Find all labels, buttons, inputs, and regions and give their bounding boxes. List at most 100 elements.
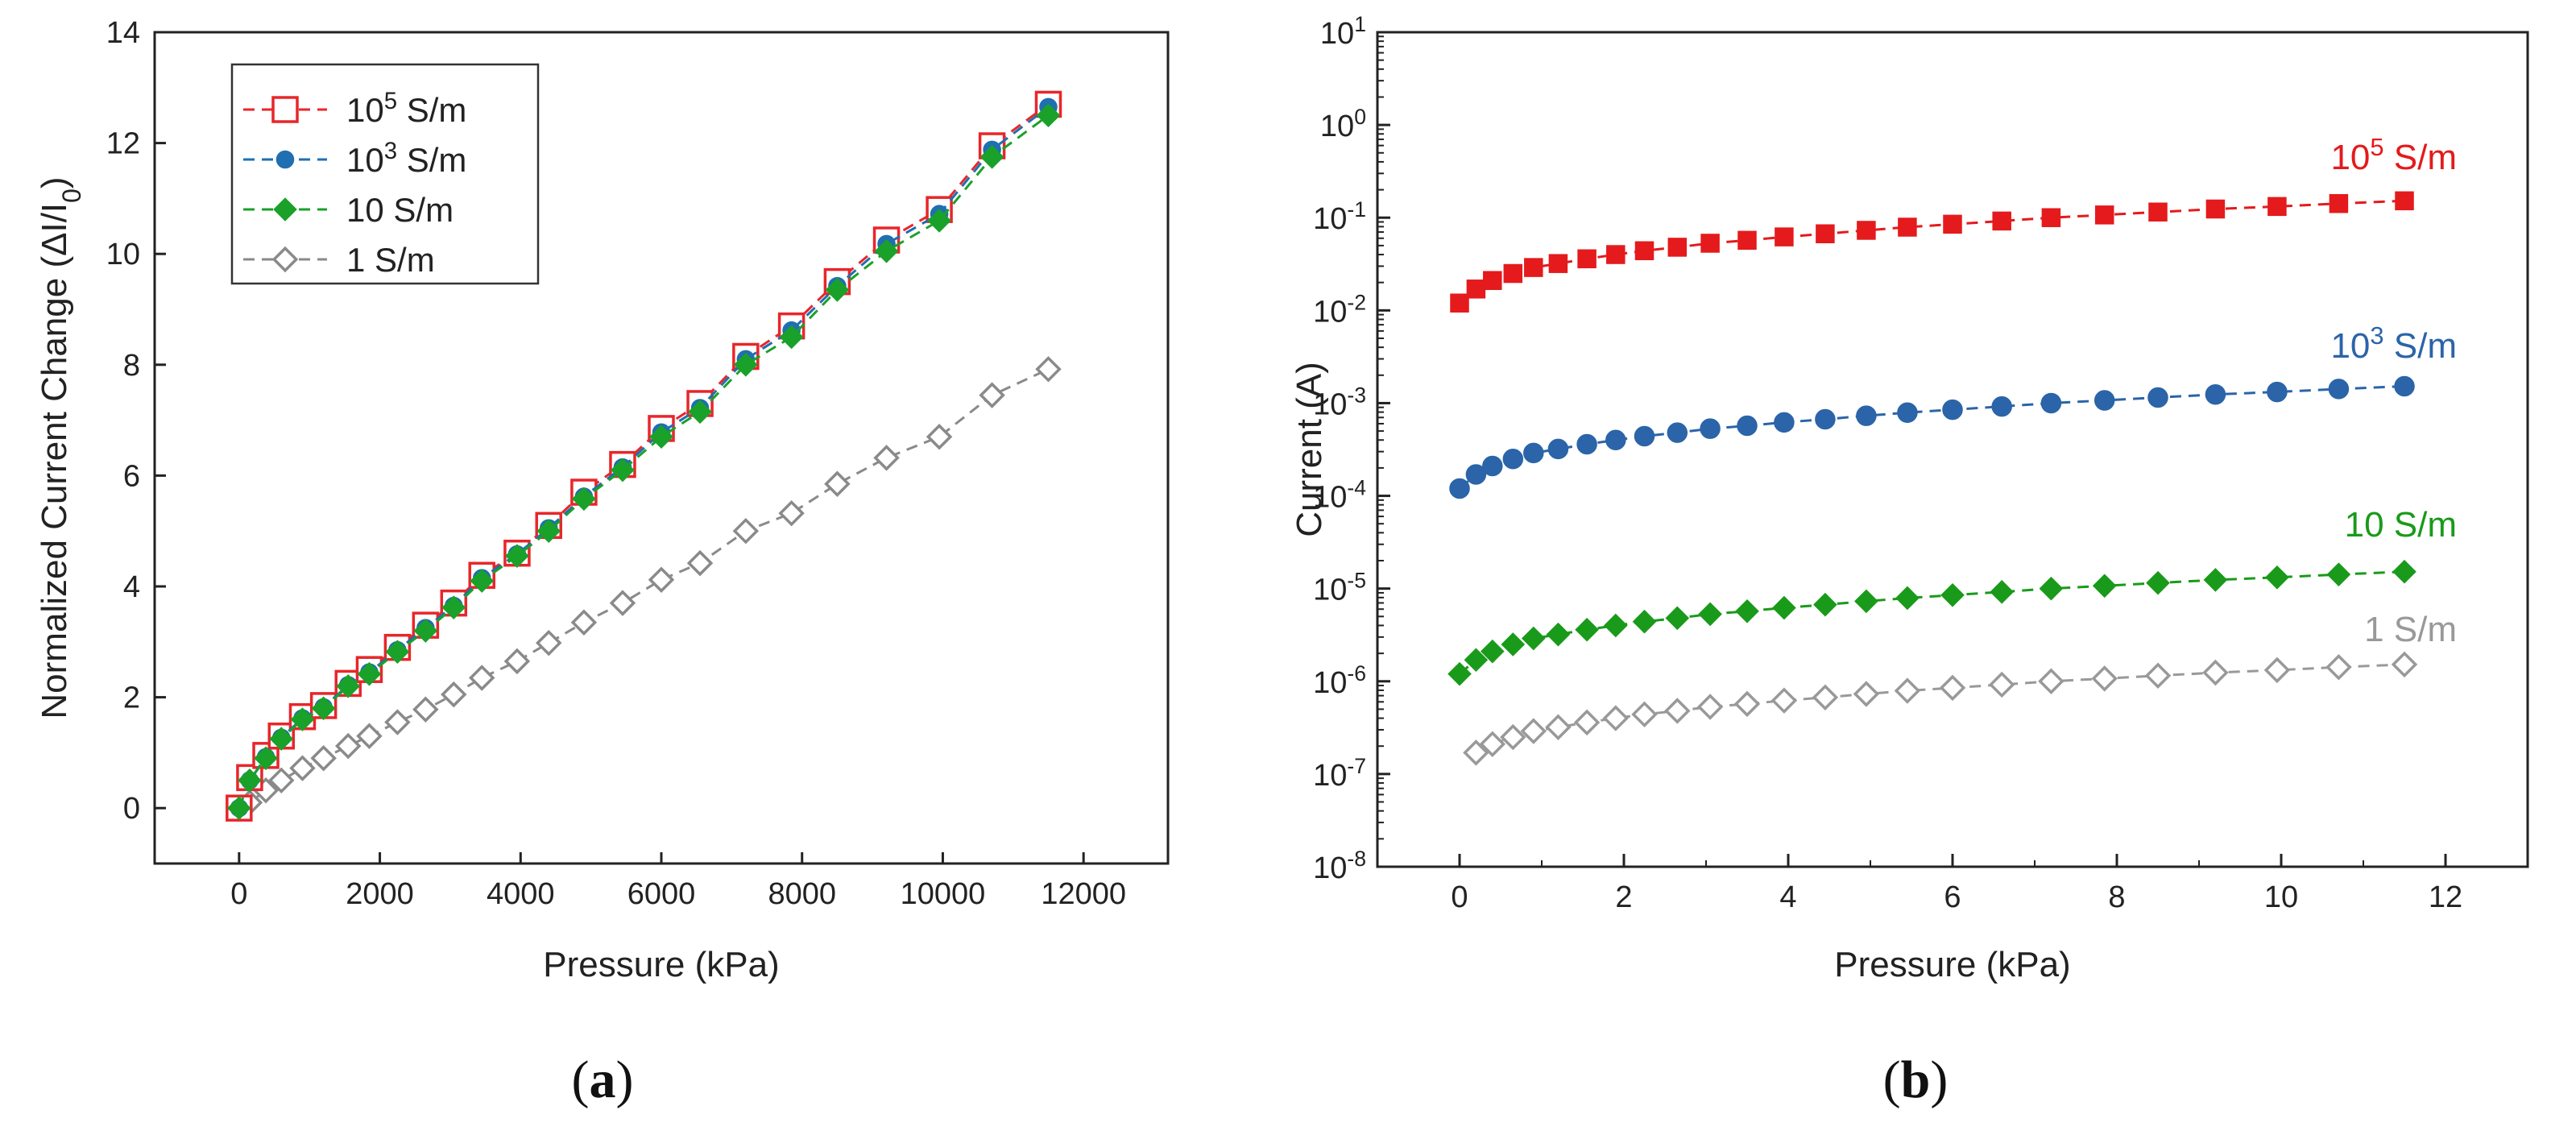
data-point	[1895, 586, 1920, 611]
data-point	[1813, 592, 1837, 617]
data-point	[2205, 383, 2226, 405]
data-point	[2329, 193, 2349, 213]
data-point	[356, 723, 383, 749]
data-point	[2395, 191, 2414, 211]
data-point	[1546, 622, 1571, 647]
data-point	[1990, 580, 2015, 604]
series-1	[1449, 375, 2415, 499]
data-point	[1737, 230, 1757, 251]
data-point	[1942, 399, 1963, 420]
data-point	[2041, 208, 2061, 227]
data-point	[1988, 671, 2015, 698]
panel-b-y-axis: 10-8 10-7 10-6 10-5 10-4 10-3 10-2 10-1 100 101	[1313, 12, 1390, 885]
panel-b-y-axis-title: Current (A)	[1290, 362, 1329, 537]
panel-a-x-axis: 0 2000 4000 6000 8000 10000 12000	[230, 852, 1126, 911]
x-tick-label: 2	[1615, 880, 1632, 914]
data-point	[2392, 559, 2417, 584]
data-point	[1698, 602, 1722, 627]
data-point	[1577, 249, 1597, 269]
data-point	[238, 768, 262, 793]
data-point	[2038, 668, 2065, 695]
data-point	[1463, 739, 1489, 766]
panel-a-y-axis-title-close: )	[35, 176, 74, 188]
data-point	[268, 767, 295, 794]
data-point	[2394, 375, 2415, 397]
data-point	[1502, 448, 1524, 470]
data-point	[1603, 613, 1628, 638]
data-point	[1735, 598, 1759, 623]
panel-b-x-axis: 0 2 4 6 8 10 12	[1377, 854, 2528, 914]
data-point	[310, 745, 337, 772]
data-point	[570, 609, 598, 636]
data-point	[289, 755, 316, 781]
panel-a-y-axis-title-main: Normalized Current Change (ΔI/I	[35, 203, 74, 719]
data-point	[2094, 205, 2114, 225]
panel-b-series	[1447, 191, 2418, 766]
data-point	[2265, 565, 2289, 590]
data-point	[825, 278, 850, 302]
data-point	[1992, 211, 2011, 231]
data-point	[1575, 617, 1599, 642]
series-3	[1463, 651, 2418, 766]
data-point	[1605, 429, 1626, 451]
data-point	[1696, 694, 1724, 720]
data-point	[2148, 202, 2168, 222]
data-point	[1634, 425, 1655, 447]
data-point	[1548, 254, 1568, 273]
data-point	[1464, 648, 1489, 673]
panel-b-x-axis-title: Pressure (kPa)	[1834, 945, 2070, 984]
data-point	[1035, 356, 1062, 383]
data-point	[290, 707, 315, 731]
data-point	[1466, 280, 1486, 299]
data-point	[1545, 714, 1572, 740]
data-point	[732, 517, 760, 545]
panel-a-caption: (a)	[572, 1050, 634, 1109]
data-point	[688, 400, 712, 425]
data-point	[1898, 217, 1917, 237]
data-point	[2202, 659, 2229, 686]
y-tick-label: 8	[123, 349, 140, 383]
legend-entry: 1 S/m	[243, 241, 435, 279]
legend-marker	[271, 246, 299, 273]
data-point	[649, 425, 673, 449]
x-tick-label: 6000	[627, 877, 696, 911]
y-tick-label: 4	[123, 570, 140, 604]
data-point	[1631, 701, 1658, 728]
series-label: 103 S/m	[2330, 321, 2457, 367]
data-point	[1482, 455, 1503, 477]
data-point	[1479, 731, 1506, 758]
panel-a-series	[226, 90, 1062, 822]
y-tick-label: 10-4	[1313, 476, 1366, 515]
data-point	[357, 661, 382, 686]
x-tick-label: 2000	[346, 877, 414, 911]
panel-a-x-axis-title: Pressure (kPa)	[543, 945, 779, 984]
legend-marker	[271, 96, 299, 123]
data-point	[1854, 589, 1878, 614]
data-point	[1483, 271, 1502, 290]
data-point	[535, 629, 562, 656]
data-point	[311, 696, 336, 721]
data-point	[1447, 661, 1472, 686]
series-0	[1450, 191, 2414, 313]
data-point	[1816, 224, 1835, 243]
data-point	[2091, 665, 2118, 692]
data-point	[1737, 415, 1758, 437]
data-point	[927, 209, 951, 233]
data-point	[2144, 662, 2172, 690]
x-tick-label: 4000	[487, 877, 555, 911]
legend-entry: 103 S/m	[243, 138, 466, 179]
x-tick-label: 6	[1944, 880, 1961, 914]
x-tick-label: 8000	[768, 877, 836, 911]
data-point	[979, 144, 1004, 169]
series-line	[1459, 199, 2405, 304]
data-point	[2325, 654, 2352, 681]
data-point	[1897, 402, 1918, 423]
data-point	[1853, 681, 1880, 707]
data-point	[1576, 433, 1597, 455]
data-point	[1573, 709, 1601, 736]
x-tick-label: 10000	[901, 877, 986, 911]
data-point	[2326, 562, 2351, 586]
data-point	[611, 458, 635, 483]
